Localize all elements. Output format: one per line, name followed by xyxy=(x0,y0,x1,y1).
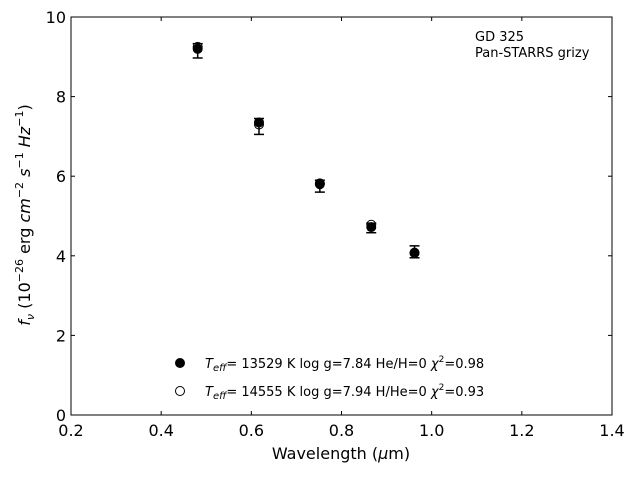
y-tick-label: 10 xyxy=(46,8,66,27)
y-tick-label: 0 xyxy=(56,406,66,425)
plot-frame xyxy=(70,16,613,416)
legend-marker-open xyxy=(175,386,185,396)
y-tick-label: 6 xyxy=(56,167,66,186)
axes: 0.2 0.4 0.6 0.8 1.0 1.2 1.4 0 2 4 6 8 10 xyxy=(46,8,625,440)
x-tick-label: 0.6 xyxy=(239,421,264,440)
x-tick-label: 1.4 xyxy=(599,421,624,440)
legend-marker-filled xyxy=(175,358,185,368)
x-tick-label: 0.2 xyxy=(58,421,83,440)
x-tick-label: 1.0 xyxy=(419,421,444,440)
y-tick-label: 2 xyxy=(56,326,66,345)
model-point-open xyxy=(192,41,203,52)
model-point-open xyxy=(253,119,264,130)
model-point-filled xyxy=(314,179,325,190)
x-tick-label: 1.2 xyxy=(509,421,534,440)
model-point-filled xyxy=(366,222,377,233)
annotation: GD 325 Pan-STARRS grizy xyxy=(475,30,590,61)
legend-label-da: Teff= 13529 K log g=7.84 He/H=0 χ2=0.98 xyxy=(205,355,484,374)
annotation-survey: Pan-STARRS grizy xyxy=(475,46,590,61)
data-points xyxy=(192,41,420,259)
x-tick-label: 0.8 xyxy=(329,421,354,440)
annotation-object-name: GD 325 xyxy=(475,30,524,45)
y-axis-title: fν (10−26 erg cm−2 s−1 Hz−1) xyxy=(13,104,37,325)
model-point-open xyxy=(409,247,420,258)
model-point-filled xyxy=(192,43,203,54)
x-tick-label: 0.4 xyxy=(148,421,173,440)
x-axis-title: Wavelength (μm) xyxy=(272,444,410,463)
model-point-filled xyxy=(253,117,264,128)
y-tick-label: 4 xyxy=(56,247,66,266)
model-point-open xyxy=(314,178,325,189)
legend-label-db: Teff= 14555 K log g=7.94 H/He=0 χ2=0.93 xyxy=(205,383,484,402)
model-point-open xyxy=(366,219,377,230)
legend: Teff= 13529 K log g=7.84 He/H=0 χ2=0.98 … xyxy=(175,355,484,402)
y-tick-label: 8 xyxy=(56,88,66,107)
